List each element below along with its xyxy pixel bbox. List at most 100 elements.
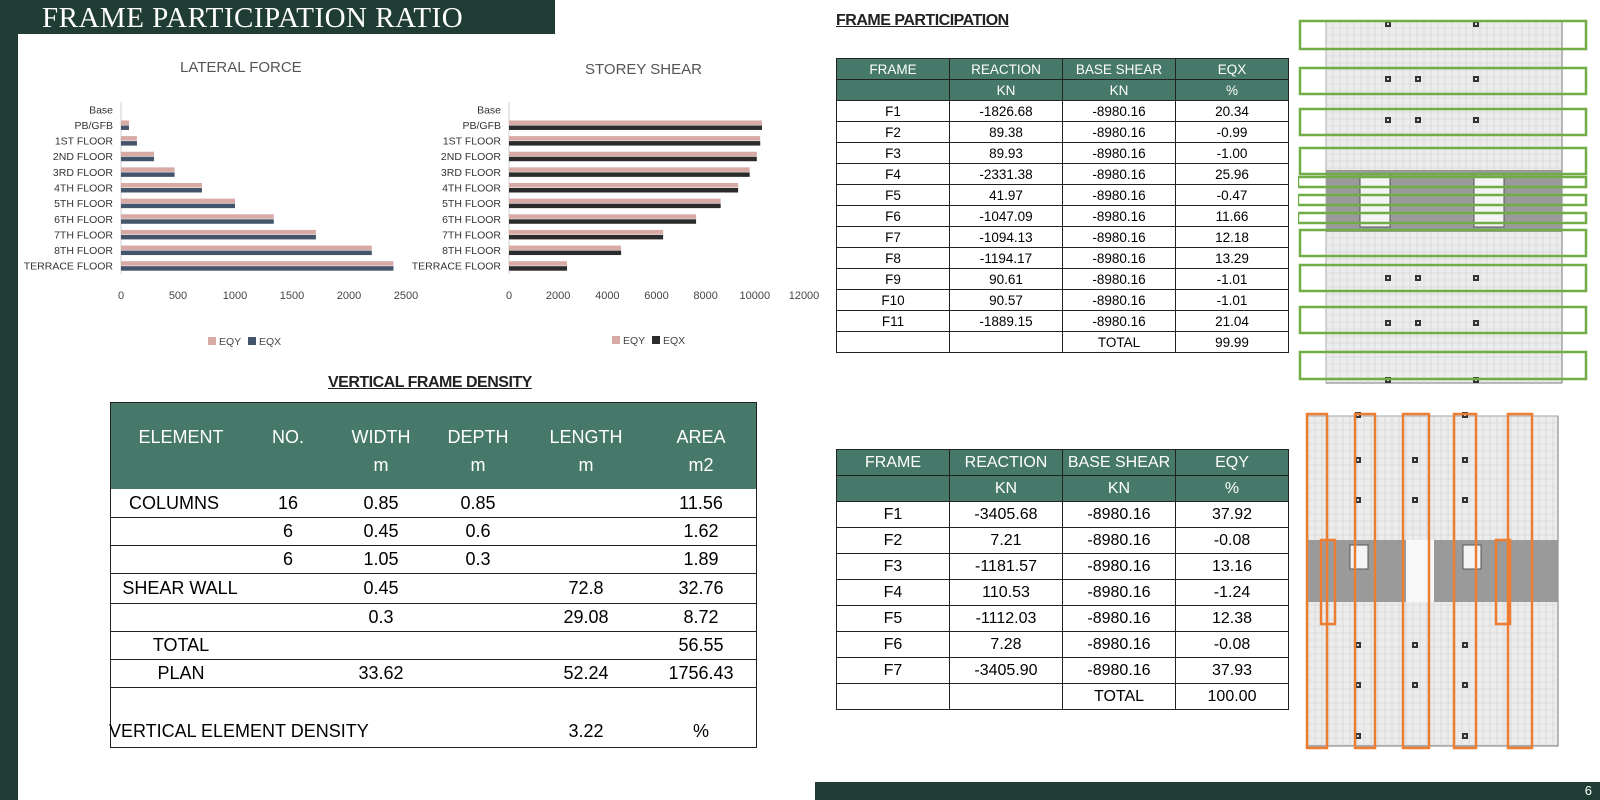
table-cell: 6 [282, 521, 293, 541]
column-core [1357, 459, 1359, 461]
column-core [1475, 119, 1477, 121]
bar-eqx [509, 234, 664, 240]
legend-swatch-eqx [248, 337, 256, 345]
column-core [1387, 277, 1389, 279]
frame-outline-eqx [1298, 350, 1588, 381]
bar-eqx [121, 219, 274, 224]
table-cell: 52.24 [563, 663, 609, 683]
legend-label-eqx: EQX [663, 335, 685, 347]
table-row: F6 -1047.09 -8980.16 11.66 [836, 205, 1289, 227]
bar-eqx [121, 203, 235, 209]
table-cell: -8980.16 [1062, 501, 1176, 528]
storey-shear-chart: Base PB/GFB 1ST FLOOR 2ND FLOOR 3RD FLOOR 4TH… [412, 102, 819, 347]
table-cell: 1.62 [683, 521, 719, 541]
column-core [1357, 735, 1359, 737]
x-tick-label: 10000 [740, 290, 771, 302]
table-cell: 0.6 [465, 521, 491, 541]
table-cell: F9 [836, 268, 950, 290]
table-cell: ELEMENT [138, 427, 224, 447]
table-cell: 100.00 [1175, 683, 1289, 710]
bar-eqx [121, 125, 129, 130]
table-cell: BASE SHEAR [1062, 449, 1176, 476]
category-label: 5TH FLOOR [442, 198, 501, 210]
x-tick-label: 500 [169, 290, 187, 302]
table-cell: 7.21 [949, 527, 1063, 554]
table-cell [949, 331, 1063, 353]
table-cell: -8980.16 [1062, 579, 1176, 606]
table-cell: -1.00 [1175, 142, 1289, 164]
table-cell: 12.18 [1175, 226, 1289, 248]
table-row: F1 -3405.68 -8980.16 37.92 [836, 501, 1289, 528]
frame-outline-eqy [1401, 412, 1431, 750]
column-core [1357, 684, 1359, 686]
bar-eqx [509, 156, 757, 162]
bar-eqy [121, 183, 202, 188]
table-cell: 37.92 [1175, 501, 1289, 528]
category-label: TERRACE FLOOR [24, 261, 114, 273]
frame-outline-eqx [1298, 66, 1588, 96]
table-cell: -8980.16 [1062, 226, 1176, 248]
frame-outline-eqy [1452, 412, 1478, 750]
column-core [1417, 277, 1419, 279]
table-cell: F6 [836, 205, 950, 227]
column-core [1414, 684, 1416, 686]
table-cell: F7 [836, 657, 950, 684]
table-cell: F2 [836, 527, 950, 554]
table-row: F3 89.93 -8980.16 -1.00 [836, 142, 1289, 164]
table-cell: -2331.38 [949, 163, 1063, 185]
bar-eqx [509, 203, 721, 209]
storey-shear-chart-title: STOREY SHEAR [585, 61, 702, 78]
column-core [1475, 23, 1477, 25]
frame-outline-eqy [1305, 412, 1329, 750]
column-core [1464, 459, 1466, 461]
core-opening [1349, 544, 1369, 570]
column-core [1357, 644, 1359, 646]
category-label: 4TH FLOOR [442, 183, 501, 195]
bar-eqx [509, 125, 762, 130]
table-row: F1 -1826.68 -8980.16 20.34 [836, 100, 1289, 122]
frame-participation-eqx-table: FRAME REACTION BASE SHEAR EQX KN KN% F1 -1826.6… [836, 58, 1289, 353]
table-cell: -1047.09 [949, 205, 1063, 227]
vertical-frame-density-table: ELEMENT NO. WIDTH DEPTH LENGTH AREA m m m m2 COLUM… [109, 402, 757, 748]
page-number: 6 [1584, 783, 1592, 798]
category-label: 8TH FLOOR [54, 245, 113, 257]
table-cell: -1889.15 [949, 310, 1063, 332]
title-bar: FRAME PARTICIPATION RATIO [0, 0, 555, 34]
lateral-force-chart: Base PB/GFB 1ST FLOOR 2ND FLOOR 3RD FLOOR 4TH… [24, 102, 418, 348]
column-core [1464, 684, 1466, 686]
table-cell: 89.38 [949, 121, 1063, 143]
table-cell: m2 [688, 455, 714, 475]
table-cell: LENGTH [549, 427, 623, 447]
table-cell: -1094.13 [949, 226, 1063, 248]
legend-swatch-eqx [652, 336, 660, 344]
table-cell: 3.22 [568, 721, 604, 741]
column-core [1464, 735, 1466, 737]
lateral-force-chart-title: LATERAL FORCE [180, 59, 302, 76]
table-cell: REACTION [949, 449, 1063, 476]
table-cell: FRAME [836, 58, 950, 80]
table-cell: -8980.16 [1062, 527, 1176, 554]
table-cell: 11.66 [1175, 205, 1289, 227]
x-tick-label: 4000 [595, 290, 619, 302]
frame-outline-eqx [1298, 305, 1588, 335]
category-label: TERRACE FLOOR [412, 261, 502, 273]
frame-outline-eqx [1298, 146, 1588, 176]
bar-eqx [121, 234, 316, 240]
category-label: Base [477, 104, 501, 116]
table-cell: 21.04 [1175, 310, 1289, 332]
table-row: F4 110.53 -8980.16 -1.24 [836, 579, 1289, 606]
table-cell: -8980.16 [1062, 657, 1176, 684]
bar-eqx [509, 266, 568, 271]
bar-eqx [509, 219, 697, 224]
bar-eqy [509, 229, 664, 235]
core-opening [1359, 174, 1391, 228]
row-divider [111, 687, 756, 688]
table-cell: 16 [277, 493, 299, 513]
table-cell: AREA [676, 427, 726, 447]
table-cell: F11 [836, 310, 950, 332]
bar-eqy [121, 136, 137, 141]
frame-participation-eqy-table: FRAME REACTION BASE SHEAR EQY KN KN% F1 -3405.6… [836, 449, 1289, 710]
row-divider [111, 659, 756, 660]
table-cell: -1112.03 [949, 605, 1063, 632]
column-core [1475, 322, 1477, 324]
